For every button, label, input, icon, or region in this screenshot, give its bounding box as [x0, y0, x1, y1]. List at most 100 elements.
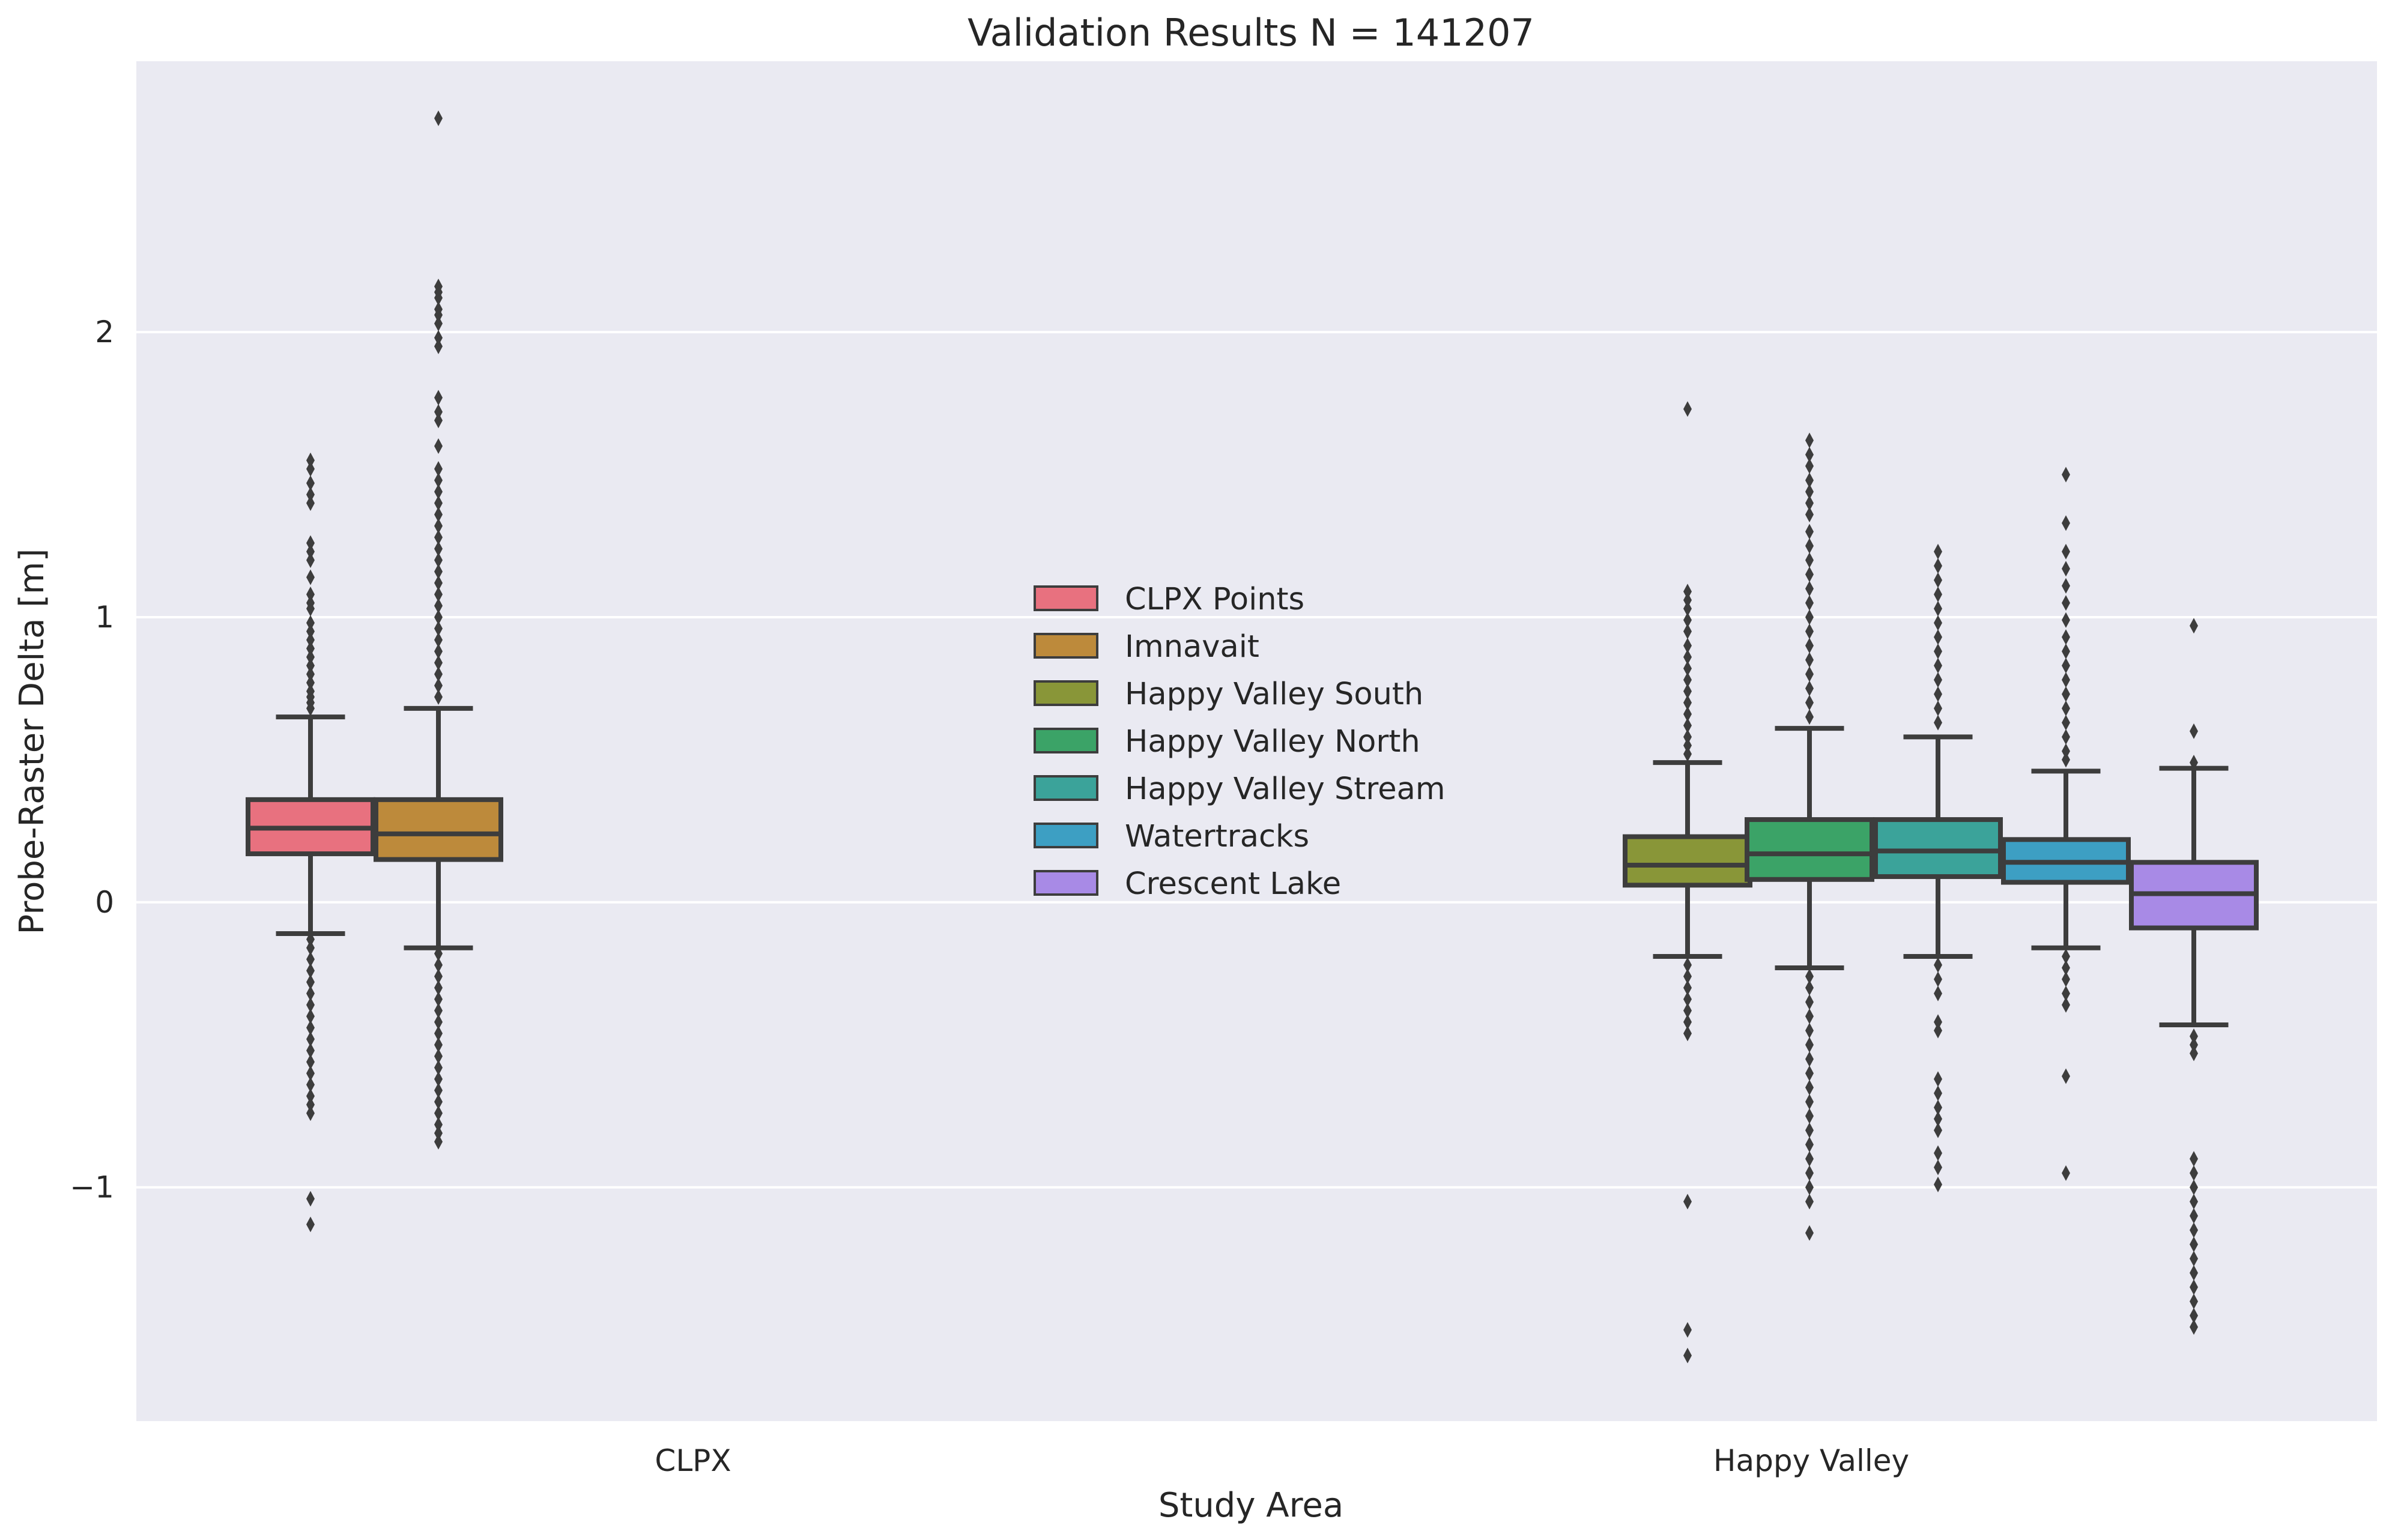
outlier-point	[306, 1105, 315, 1122]
outlier-point	[1805, 552, 1814, 568]
outlier-point	[306, 1065, 315, 1081]
outlier-point	[2190, 723, 2198, 739]
outlier-point	[1934, 629, 1942, 645]
outlier-point	[1805, 709, 1814, 725]
outlier-point	[1683, 717, 1692, 734]
outlier-point	[434, 484, 443, 500]
outlier-point	[434, 1048, 443, 1064]
gridlines	[136, 331, 2377, 1189]
outlier-point	[2190, 1151, 2198, 1167]
outlier-point	[1805, 458, 1814, 474]
outlier-point	[306, 951, 315, 967]
outlier-point	[306, 1054, 315, 1070]
outlier-point	[434, 518, 443, 534]
outlier-point	[1934, 543, 1942, 560]
outlier-point	[1683, 592, 1692, 608]
legend-label: Happy Valley Stream	[1125, 772, 1446, 807]
outlier-point	[306, 586, 315, 602]
legend: CLPX Points Imnavait Happy Valley South Hap…	[1034, 582, 1446, 902]
outlier-point	[434, 1025, 443, 1042]
outlier-point	[1805, 581, 1814, 597]
outlier-point	[1934, 1111, 1942, 1127]
outlier-point	[2062, 971, 2070, 987]
box-plots	[246, 110, 2259, 1363]
legend-swatch	[1034, 823, 1098, 848]
outlier-point	[2062, 543, 2070, 560]
outlier-point	[434, 1105, 443, 1122]
outlier-point	[2062, 1165, 2070, 1181]
outlier-point	[434, 1003, 443, 1019]
outlier-point	[1683, 1003, 1692, 1019]
outlier-point	[434, 1094, 443, 1110]
outlier-point	[1934, 957, 1942, 973]
outlier-point	[434, 666, 443, 682]
outlier-point	[2190, 1037, 2198, 1053]
outlier-point	[1805, 680, 1814, 696]
outlier-point	[1683, 746, 1692, 762]
outlier-point	[2190, 755, 2198, 771]
outlier-point	[306, 475, 315, 491]
outlier-point	[2190, 1165, 2198, 1181]
outlier-point	[2062, 743, 2070, 759]
outlier-point	[306, 931, 315, 947]
outlier-point	[1805, 994, 1814, 1010]
outlier-point	[306, 600, 315, 617]
outlier-point	[434, 1037, 443, 1053]
box-iqr	[1623, 834, 1752, 888]
outlier-point	[434, 654, 443, 671]
outlier-point	[306, 552, 315, 568]
outlier-point	[2062, 985, 2070, 1001]
outlier-point	[434, 390, 443, 406]
outlier-point	[1683, 401, 1692, 417]
outlier-point	[2190, 1265, 2198, 1281]
outlier-point	[1805, 1165, 1814, 1181]
outlier-point	[2062, 595, 2070, 611]
outlier-point	[434, 1083, 443, 1099]
outlier-point	[1934, 558, 1942, 574]
outlier-point	[1805, 595, 1814, 611]
outlier-point	[434, 677, 443, 693]
outlier-point	[1934, 600, 1942, 617]
box-happy-valley-north	[1745, 432, 1874, 1241]
outlier-point	[1934, 1145, 1942, 1161]
outlier-point	[1683, 968, 1692, 985]
outlier-point	[1805, 666, 1814, 682]
outlier-point	[434, 620, 443, 636]
outlier-point	[1683, 683, 1692, 699]
y-axis-ticks: −1 0 1 2	[70, 315, 114, 1205]
outlier-point	[1805, 609, 1814, 625]
outlier-point	[1805, 638, 1814, 654]
y-axis-label: Probe-Raster Delta [m]	[13, 549, 52, 935]
outlier-point	[1683, 695, 1692, 711]
outlier-point	[1805, 566, 1814, 582]
outlier-point	[1683, 991, 1692, 1007]
outlier-point	[1805, 1065, 1814, 1081]
legend-swatch	[1034, 870, 1098, 896]
legend-swatch	[1034, 775, 1098, 801]
outlier-point	[434, 586, 443, 602]
outlier-point	[306, 1096, 315, 1113]
y-tick-label: 0	[95, 885, 114, 920]
outlier-point	[1934, 643, 1942, 659]
outlier-point	[306, 543, 315, 560]
outlier-point	[2062, 960, 2070, 976]
outlier-point	[1805, 495, 1814, 512]
y-tick-label: 2	[95, 315, 114, 349]
outlier-point	[2062, 1068, 2070, 1084]
outlier-point	[306, 666, 315, 682]
outlier-point	[1805, 1080, 1814, 1096]
outlier-point	[306, 632, 315, 648]
outlier-point	[2190, 1319, 2198, 1335]
outlier-point	[1683, 660, 1692, 677]
outlier-point	[1805, 447, 1814, 463]
legend-swatch	[1034, 633, 1098, 659]
outlier-point	[306, 1042, 315, 1058]
outlier-point	[1683, 1322, 1692, 1338]
outlier-point	[1683, 729, 1692, 745]
outlier-point	[1683, 980, 1692, 996]
outlier-point	[306, 641, 315, 657]
outlier-point	[1934, 700, 1942, 716]
outlier-point	[1805, 1137, 1814, 1153]
outlier-point	[434, 540, 443, 557]
outlier-point	[306, 615, 315, 631]
